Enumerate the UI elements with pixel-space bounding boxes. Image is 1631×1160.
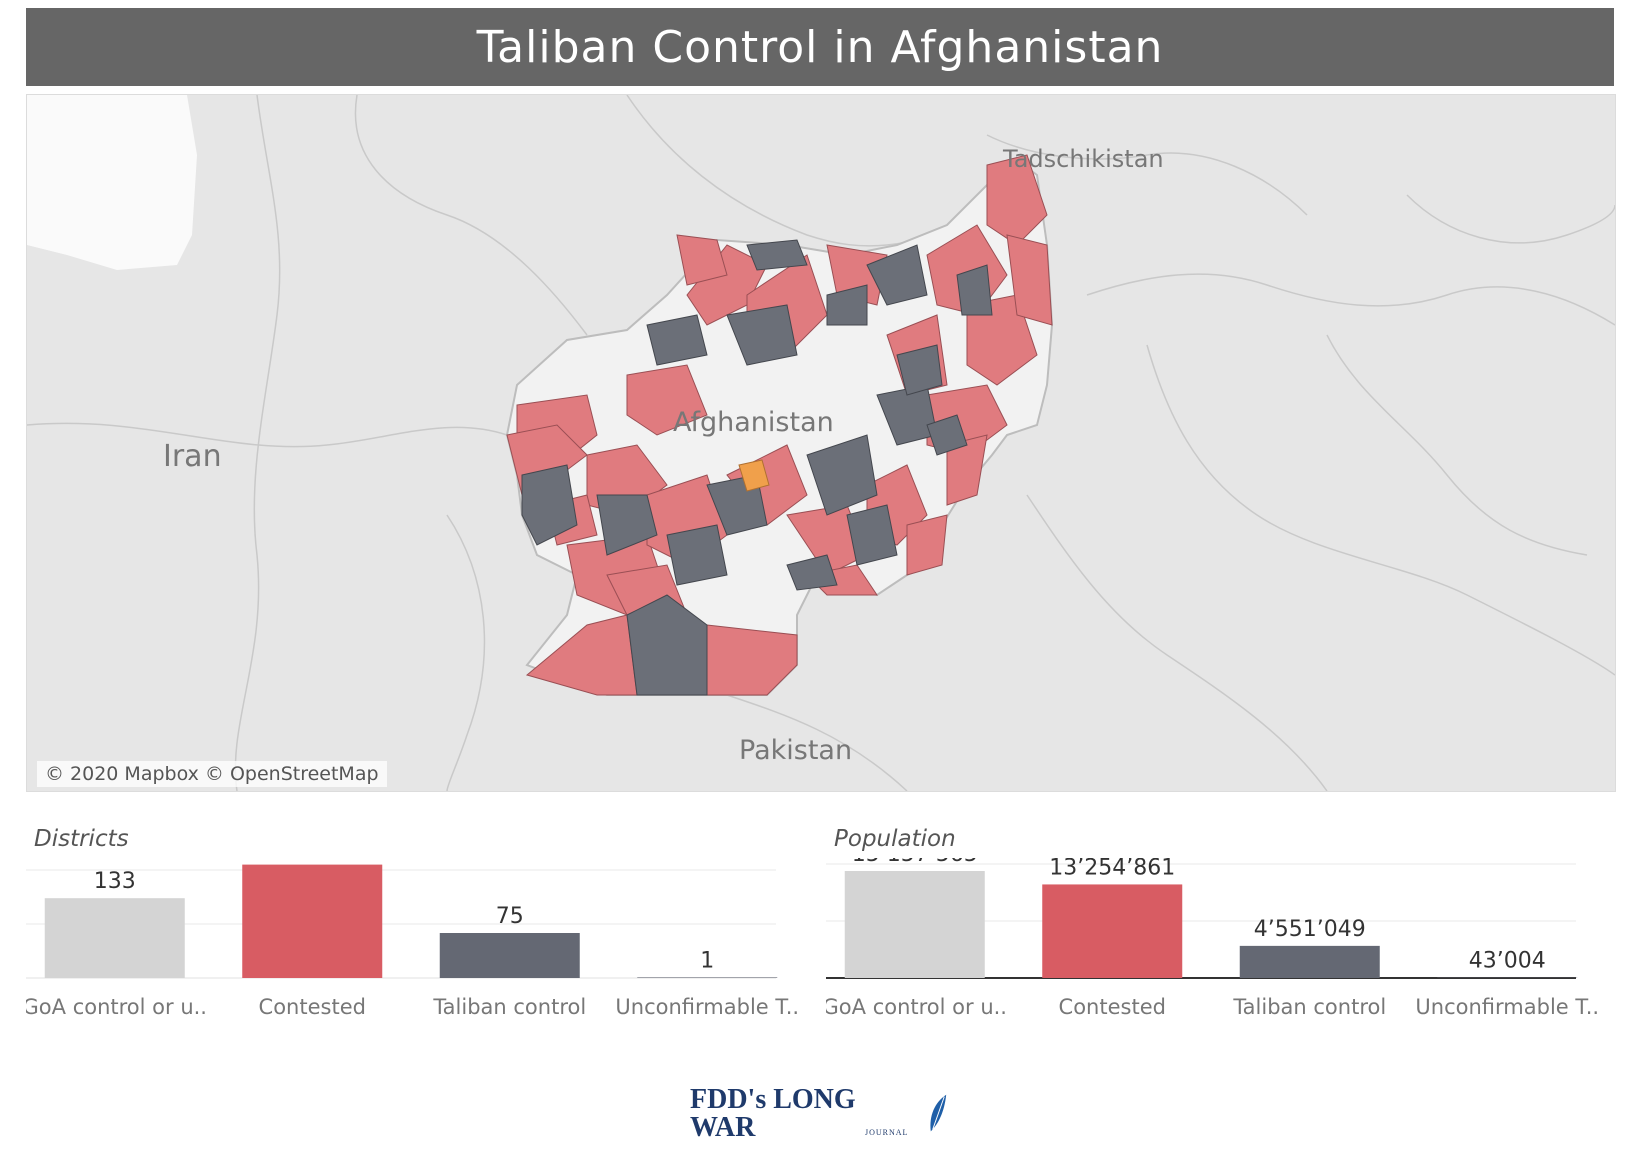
bar[interactable] [242, 864, 383, 978]
bar[interactable] [844, 871, 985, 978]
category-label: Contested [259, 995, 366, 1019]
category-label: Taliban control [1232, 995, 1386, 1019]
feather-icon [930, 1094, 947, 1132]
bar-value-label: 13’254’861 [1049, 858, 1175, 880]
category-label: Contested [1059, 995, 1166, 1019]
taliban-districts [521, 239, 993, 696]
districts-chart: 133 GoA control or u.. 189 Contested 75 Talib… [26, 858, 799, 1019]
population-chart-title: Population [834, 826, 956, 852]
bar[interactable] [1042, 884, 1183, 978]
country-borders [27, 95, 1615, 791]
unconfirmable-district [738, 459, 770, 492]
bar-value-label: 15’157’565 [852, 858, 978, 867]
label-iran: Iran [163, 439, 222, 474]
bar-value-label: 189 [291, 858, 333, 861]
bar[interactable] [439, 933, 580, 978]
logo-subtext: JOURNAL [865, 1128, 909, 1137]
population-chart: 15’157’565 GoA control or u.. 13’254’861 Co… [826, 858, 1599, 1019]
logo-text: FDD's LONG WAR [690, 1084, 856, 1143]
long-war-journal-logo: FDD's LONG WAR JOURNAL [690, 1084, 950, 1143]
label-afghanistan: Afghanistan [673, 407, 834, 438]
category-label: Unconfirmable T.. [1415, 995, 1599, 1019]
afghanistan-map[interactable]: Iran Afghanistan Tadschikistan Pakistan … [26, 94, 1616, 792]
dashboard-title: Taliban Control in Afghanistan [26, 8, 1614, 86]
map-credit[interactable]: © 2020 Mapbox © OpenStreetMap [37, 761, 387, 787]
bar[interactable] [44, 898, 185, 978]
bar-value-label: 75 [496, 904, 524, 929]
map-canvas [27, 95, 1615, 791]
bar[interactable] [637, 977, 778, 978]
category-label: Taliban control [432, 995, 586, 1019]
category-label: Unconfirmable T.. [615, 995, 799, 1019]
label-pakistan: Pakistan [739, 735, 853, 766]
category-label: GoA control or u.. [26, 995, 207, 1019]
label-tajikistan: Tadschikistan [1003, 145, 1164, 173]
bar-value-label: 43’004 [1469, 949, 1546, 974]
bar[interactable] [1239, 945, 1380, 978]
caspian-sea [27, 95, 197, 270]
districts-chart-title: Districts [34, 826, 129, 852]
category-label: GoA control or u.. [826, 995, 1007, 1019]
bar-value-label: 4’551’049 [1254, 917, 1366, 942]
bar-value-label: 1 [700, 948, 714, 973]
bar-value-label: 133 [94, 869, 136, 894]
